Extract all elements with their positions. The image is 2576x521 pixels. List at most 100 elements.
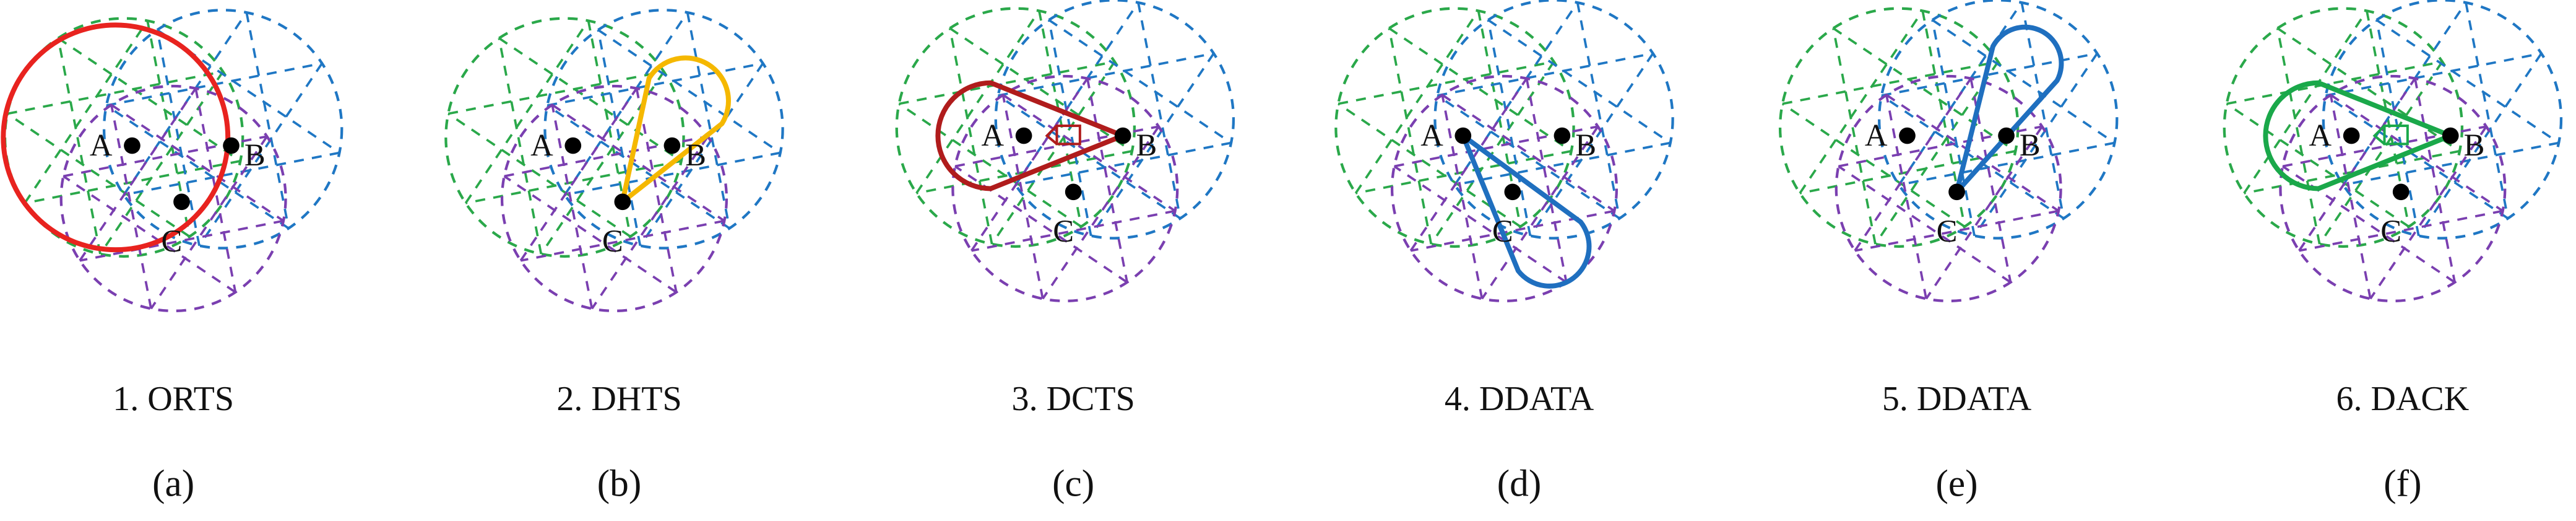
node <box>1998 127 2015 144</box>
sector-line <box>1354 10 1480 194</box>
sector-line <box>110 103 284 222</box>
sector-line <box>1898 141 2115 186</box>
sector-line <box>1925 126 2043 300</box>
sector-line <box>997 94 1182 220</box>
panel: A B C <box>1 9 344 313</box>
range-circle <box>500 84 728 313</box>
sector-line <box>1781 103 1966 228</box>
node-label: C <box>2380 214 2401 248</box>
sector-line <box>1086 78 1128 283</box>
caption: (f) <box>2384 463 2421 505</box>
sector-line <box>1441 94 1615 212</box>
node <box>2343 127 2360 144</box>
caption: (e) <box>1935 463 1977 505</box>
sector-line <box>2330 94 2504 212</box>
sector-line <box>6 113 191 238</box>
sector-line <box>1437 94 1620 220</box>
sector-line <box>1042 126 1160 300</box>
sector-line <box>1832 27 2016 152</box>
sector-line <box>2465 2 2509 219</box>
sector-line <box>2329 94 2372 299</box>
node <box>1948 183 1965 201</box>
step-label: 4. DDATA <box>1445 380 1594 418</box>
range-circle <box>2279 74 2507 302</box>
range-circle <box>1778 7 2020 248</box>
sector-line <box>57 37 241 162</box>
sector-line <box>2282 165 2456 284</box>
sector-line <box>2343 141 2559 186</box>
sector-line <box>1441 94 1484 299</box>
sector-line <box>1480 126 1599 300</box>
range-circle <box>2223 7 2464 248</box>
sector-line <box>1576 2 1621 219</box>
sector-line <box>551 103 725 222</box>
sector-line <box>635 88 678 293</box>
panel: A B C <box>895 0 1235 302</box>
sector-line <box>79 87 197 261</box>
range-circle <box>3 17 244 258</box>
sector-line <box>24 20 149 204</box>
panel: A B C <box>2223 0 2563 302</box>
sector-line <box>2375 19 2420 237</box>
range-circle <box>994 0 1235 240</box>
packet-icon <box>1055 125 1081 146</box>
sector-line <box>590 136 709 310</box>
range-circle <box>102 9 344 250</box>
sector-line <box>970 77 1089 252</box>
highlight-range <box>1 22 231 253</box>
range-circle <box>1878 0 2119 240</box>
node <box>2442 127 2459 144</box>
node-label: A <box>530 128 553 162</box>
node-label: B <box>1136 128 1157 162</box>
sector-line <box>1874 61 1999 245</box>
node <box>663 137 681 154</box>
highlight-beam <box>2263 80 2453 191</box>
sector-line <box>1338 60 1554 105</box>
panel: A B C <box>1334 0 1674 302</box>
panel: A B C <box>444 9 784 313</box>
range-circle <box>1334 7 1575 248</box>
node <box>1015 127 1032 144</box>
node-label: C <box>162 224 183 258</box>
sector-line <box>447 113 631 238</box>
packet-icon <box>2383 125 2409 146</box>
range-circle <box>59 84 287 313</box>
sector-line <box>156 29 201 247</box>
node-label: A <box>1865 118 1888 152</box>
range-circle <box>1433 0 1674 240</box>
sector-line <box>547 62 763 107</box>
sector-line <box>2414 78 2456 283</box>
sector-line <box>949 27 1133 152</box>
sector-line <box>464 20 590 204</box>
node <box>1504 183 1521 201</box>
caption: (d) <box>1497 463 1542 505</box>
node-label: A <box>2309 118 2332 152</box>
sector-line <box>7 70 223 115</box>
step-label: 1. ORTS <box>113 380 234 418</box>
sector-line <box>898 103 1082 228</box>
sector-line <box>1001 94 1044 299</box>
sector-line <box>447 70 664 115</box>
sector-line <box>2325 94 2509 220</box>
sector-line <box>1969 78 2012 283</box>
panel: A B C <box>1778 0 2119 302</box>
sector-line <box>547 104 730 230</box>
sector-line <box>1047 19 1092 237</box>
sector-line <box>1931 19 1976 237</box>
highlight-beam <box>935 80 1126 191</box>
sector-line <box>2276 28 2321 245</box>
sector-line <box>1885 94 2060 212</box>
sector-line <box>915 10 1040 194</box>
sector-line <box>991 61 1116 245</box>
sector-line <box>2276 27 2461 152</box>
sector-line <box>1487 19 1671 144</box>
node <box>1899 127 1916 144</box>
sector-line <box>2020 2 2065 219</box>
sector-line <box>1854 77 1972 252</box>
sector-line <box>971 209 1175 252</box>
packet-arrow <box>2372 125 2385 145</box>
node <box>173 193 190 211</box>
range-circle <box>895 7 1136 248</box>
node-label: C <box>1492 214 1513 248</box>
